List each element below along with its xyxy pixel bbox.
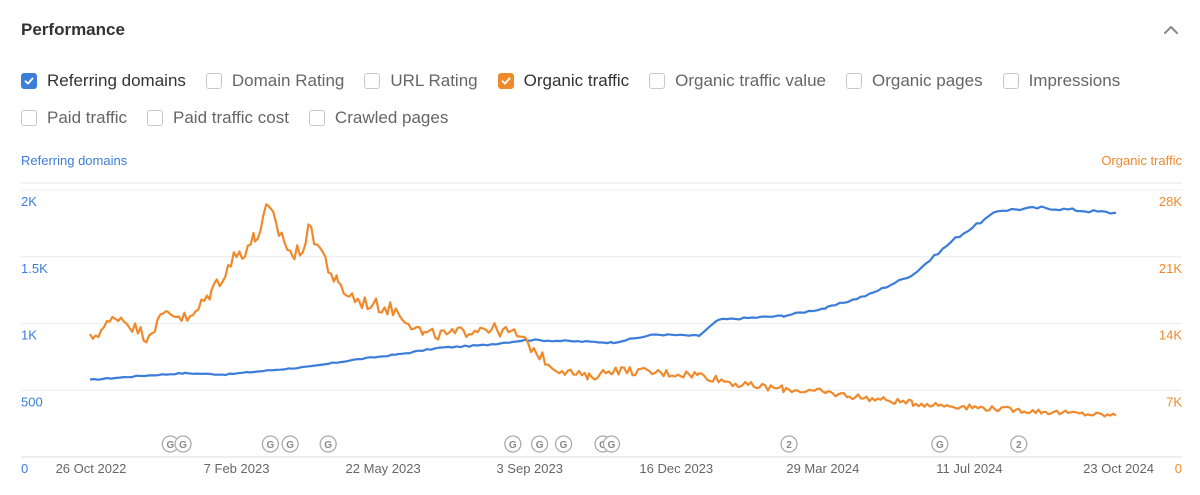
left-tick-label: 1.5K	[21, 261, 48, 276]
metric-label: URL Rating	[390, 71, 478, 90]
metric-label: Domain Rating	[231, 71, 345, 90]
annotation-marker[interactable]	[530, 435, 549, 453]
metric-label: Organic traffic value	[675, 71, 826, 90]
series-line-referring-domains	[89, 205, 1117, 381]
annotation-label: G	[179, 440, 187, 451]
right-tick-label: 7K	[1166, 394, 1182, 409]
left-tick-label: 0	[21, 461, 28, 476]
annotation-marker[interactable]	[504, 435, 522, 453]
checkbox[interactable]	[147, 110, 164, 126]
annotation-marker[interactable]	[261, 435, 280, 453]
metric-row: Paid traffic Paid traffic cost Crawled pag…	[21, 105, 1186, 131]
annotation-label: G	[267, 440, 275, 451]
x-tick-label: 16 Dec 2023	[639, 461, 713, 476]
checkmark-icon	[501, 77, 511, 85]
metric-toggle-paid-traffic[interactable]: Paid traffic	[21, 108, 127, 128]
annotation-marker[interactable]	[174, 435, 192, 453]
checkbox[interactable]	[364, 73, 381, 89]
annotation-marker[interactable]	[602, 435, 621, 453]
collapse-chevron-icon[interactable]	[1161, 20, 1181, 40]
metric-label: Paid traffic	[47, 108, 128, 127]
checkbox[interactable]	[308, 110, 325, 126]
annotation-marker[interactable]	[1010, 435, 1028, 453]
annotation-label: G	[286, 440, 294, 451]
performance-header: Performance	[21, 20, 1181, 42]
x-tick-label: 22 May 2023	[346, 461, 421, 476]
metric-label: Organic traffic	[523, 71, 630, 90]
metric-toggle-organic-traffic-value[interactable]: Organic traffic value	[649, 71, 826, 91]
annotation-marker[interactable]	[319, 435, 337, 453]
metric-toggle-domain-rating[interactable]: Domain Rating	[205, 71, 345, 91]
metric-toggle-organic-pages[interactable]: Organic pages	[846, 71, 983, 91]
annotation-label: G	[936, 440, 944, 451]
page-title: Performance	[21, 20, 125, 39]
annotation-marker[interactable]	[931, 435, 949, 453]
right-tick-label: 14K	[1159, 328, 1182, 343]
left-tick-label: 2K	[21, 194, 37, 209]
x-tick-label: 29 Mar 2024	[786, 461, 859, 476]
annotation-label: G	[509, 440, 517, 451]
left-axis-title: Referring domains	[21, 153, 128, 168]
checkbox[interactable]	[1002, 73, 1019, 89]
right-axis-title: Organic traffic	[1101, 153, 1182, 168]
metric-toggle-organic-traffic[interactable]: Organic traffic	[497, 71, 630, 91]
annotation-label: G	[324, 440, 332, 451]
metric-toggles: Referring domains Domain Rating URL Rating…	[21, 68, 1186, 142]
annotation-label: G	[536, 440, 544, 451]
metric-toggle-impressions[interactable]: Impressions	[1002, 71, 1121, 91]
metric-toggle-url-rating[interactable]: URL Rating	[364, 71, 478, 91]
metric-row: Referring domains Domain Rating URL Rating…	[21, 68, 1186, 94]
x-tick-label: 26 Oct 2022	[56, 461, 127, 476]
left-tick-label: 500	[21, 394, 43, 409]
annotation-label: G	[608, 440, 616, 451]
annotation-marker[interactable]	[554, 435, 573, 453]
checkbox[interactable]	[846, 73, 862, 89]
annotation-marker[interactable]	[281, 435, 299, 453]
left-tick-label: 1K	[21, 328, 37, 343]
checkbox[interactable]	[21, 73, 37, 89]
annotation-label: G	[560, 440, 568, 451]
metric-toggle-crawled-pages[interactable]: Crawled pages	[308, 108, 449, 128]
performance-chart: Referring domains Organic traffic 0 500 1K 1.…	[21, 153, 1182, 476]
right-tick-label: 21K	[1159, 261, 1182, 276]
series-line-organic-traffic	[89, 203, 1117, 418]
annotation-label: G	[166, 440, 174, 451]
x-tick-label: 11 Jul 2024	[936, 461, 1002, 476]
metric-toggle-referring-domains[interactable]: Referring domains	[21, 71, 186, 91]
x-tick-label: 3 Sep 2023	[496, 461, 563, 476]
metric-label: Organic pages	[872, 71, 983, 90]
annotation-label: 2	[786, 440, 792, 451]
metric-toggle-paid-traffic-cost[interactable]: Paid traffic cost	[147, 108, 289, 128]
metric-label: Crawled pages	[334, 108, 449, 127]
checkbox[interactable]	[649, 73, 666, 89]
checkbox[interactable]	[497, 73, 514, 89]
checkbox[interactable]	[205, 73, 222, 89]
metric-label: Referring domains	[47, 71, 186, 90]
checkmark-icon	[24, 77, 34, 85]
metric-label: Impressions	[1028, 71, 1121, 90]
x-tick-label: 7 Feb 2023	[204, 461, 270, 476]
checkbox[interactable]	[21, 110, 37, 126]
right-tick-label: 28K	[1159, 194, 1182, 209]
annotation-marker[interactable]	[780, 435, 798, 453]
right-tick-label: 0	[1175, 461, 1182, 476]
annotation-label: 2	[1016, 440, 1022, 451]
x-tick-label: 23 Oct 2024	[1083, 461, 1154, 476]
metric-label: Paid traffic cost	[173, 108, 289, 127]
